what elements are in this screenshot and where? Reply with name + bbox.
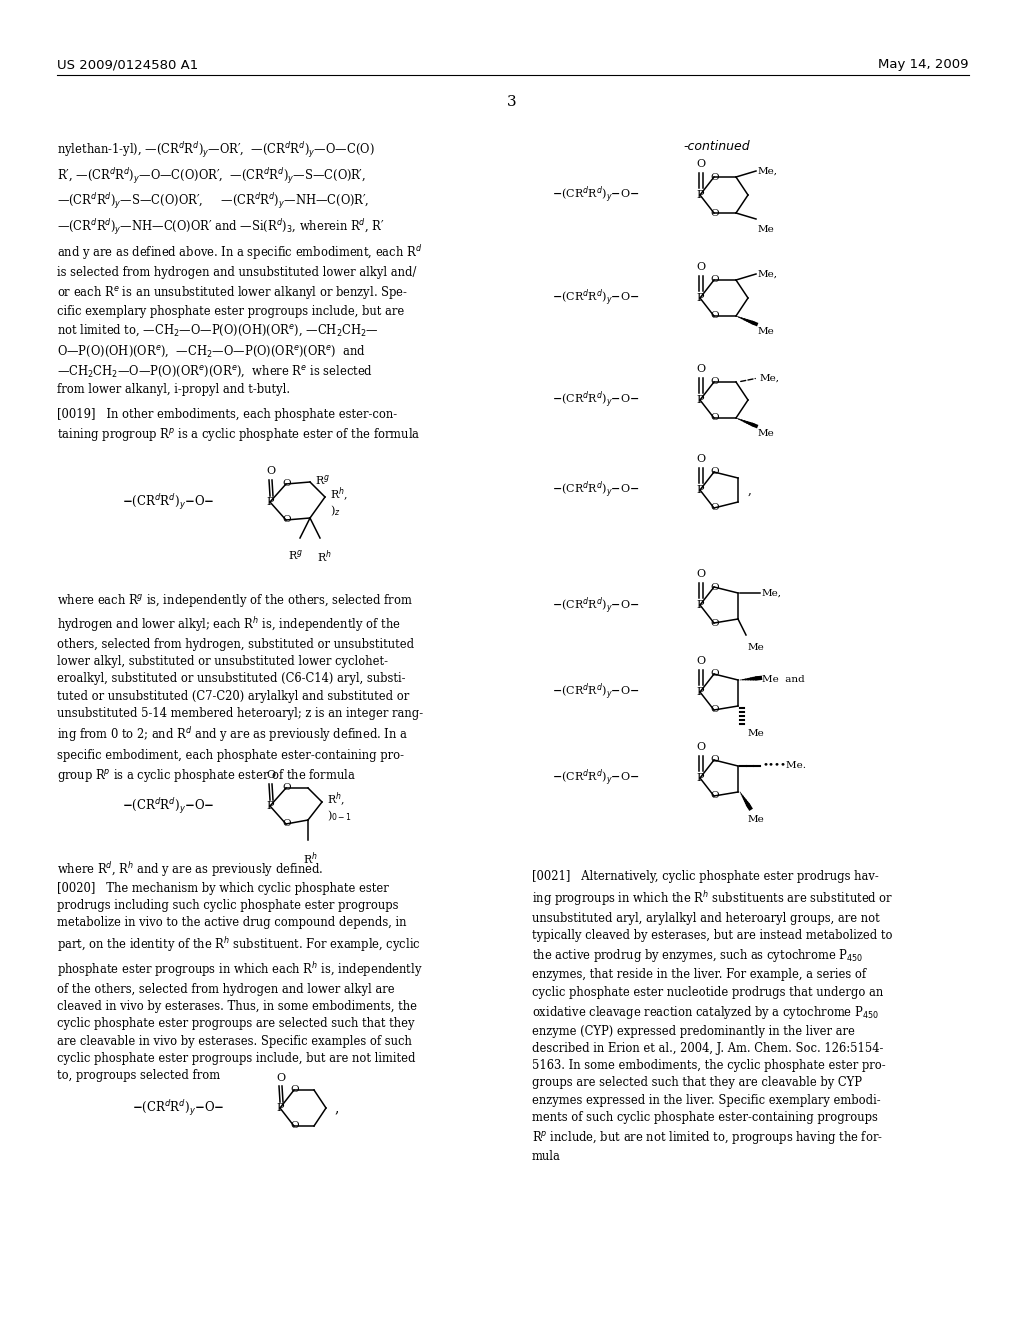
Text: Me: Me xyxy=(758,224,775,234)
Text: P: P xyxy=(696,686,703,697)
Text: O: O xyxy=(696,656,706,667)
Text: ••••Me.: ••••Me. xyxy=(762,762,806,771)
Text: Me: Me xyxy=(748,643,765,652)
Text: $\mathbf{-}$(CR$^d$R$^d$)$_y$$\mathbf{-}$O$\mathbf{-}$: $\mathbf{-}$(CR$^d$R$^d$)$_y$$\mathbf{-}… xyxy=(552,185,640,206)
Text: O: O xyxy=(283,820,291,829)
Text: R$^h$,: R$^h$, xyxy=(327,791,345,809)
Text: P: P xyxy=(696,395,703,405)
Text: O: O xyxy=(711,792,719,800)
Text: P: P xyxy=(696,293,703,304)
Text: where R$^d$, R$^h$ and y are as previously defined.: where R$^d$, R$^h$ and y are as previous… xyxy=(57,861,324,879)
Text: -continued: -continued xyxy=(684,140,751,153)
Text: [0019]   In other embodiments, each phosphate ester-con-
taining progroup R$^p$ : [0019] In other embodiments, each phosph… xyxy=(57,408,420,444)
Text: P: P xyxy=(276,1104,284,1113)
Text: O: O xyxy=(696,454,706,465)
Text: O: O xyxy=(711,378,719,387)
Text: )$_z$: )$_z$ xyxy=(330,504,341,519)
Text: O: O xyxy=(711,173,719,181)
Text: Me,: Me, xyxy=(762,589,782,598)
Text: $\mathbf{-}$(CR$^d$R$^d$)$_y$$\mathbf{-}$O$\mathbf{-}$: $\mathbf{-}$(CR$^d$R$^d$)$_y$$\mathbf{-}… xyxy=(552,479,640,500)
Text: May 14, 2009: May 14, 2009 xyxy=(879,58,969,71)
Text: O: O xyxy=(711,467,719,477)
Text: $\mathbf{-}$(CR$^d$R$^d$)$_y\mathbf{-}$O$\mathbf{-}$: $\mathbf{-}$(CR$^d$R$^d$)$_y\mathbf{-}$O… xyxy=(122,492,214,512)
Text: $\mathbf{-}$(CR$^d$R$^d$)$_y\mathbf{-}$O$\mathbf{-}$: $\mathbf{-}$(CR$^d$R$^d$)$_y\mathbf{-}$O… xyxy=(132,1098,224,1118)
Text: O: O xyxy=(711,312,719,321)
Text: [0021]   Alternatively, cyclic phosphate ester prodrugs hav-
ing progroups in wh: [0021] Alternatively, cyclic phosphate e… xyxy=(532,870,893,1163)
Text: O: O xyxy=(291,1085,299,1094)
Text: ,: , xyxy=(334,1101,338,1115)
Text: [0020]   The mechanism by which cyclic phosphate ester
prodrugs including such c: [0020] The mechanism by which cyclic pho… xyxy=(57,882,423,1082)
Text: O: O xyxy=(696,742,706,752)
Text: 3: 3 xyxy=(507,95,517,110)
Text: P: P xyxy=(696,601,703,610)
Text: P: P xyxy=(266,801,273,810)
Text: R$^g$: R$^g$ xyxy=(289,548,303,562)
Text: Me: Me xyxy=(758,327,775,337)
Text: Me: Me xyxy=(758,429,775,438)
Text: O: O xyxy=(696,158,706,169)
Text: O: O xyxy=(711,669,719,678)
Text: R$^g$: R$^g$ xyxy=(315,473,330,487)
Text: O: O xyxy=(711,619,719,627)
Text: where each R$^g$ is, independently of the others, selected from
hydrogen and low: where each R$^g$ is, independently of th… xyxy=(57,591,423,784)
Text: Me  and: Me and xyxy=(762,676,805,685)
Text: Me,: Me, xyxy=(758,269,778,279)
Text: O: O xyxy=(711,705,719,714)
Text: $\mathbf{-}$(CR$^d$R$^d$)$_y$$\mathbf{-}$O$\mathbf{-}$: $\mathbf{-}$(CR$^d$R$^d$)$_y$$\mathbf{-}… xyxy=(552,389,640,411)
Text: O: O xyxy=(696,569,706,579)
Text: O: O xyxy=(711,582,719,591)
Text: O: O xyxy=(696,261,706,272)
Text: R$^h$,: R$^h$, xyxy=(330,486,348,504)
Text: O: O xyxy=(266,770,275,780)
Text: O: O xyxy=(266,466,275,477)
Text: O: O xyxy=(711,276,719,285)
Text: O: O xyxy=(711,503,719,512)
Text: O: O xyxy=(711,755,719,764)
Text: $\mathbf{-}$(CR$^d$R$^d$)$_y$$\mathbf{-}$O$\mathbf{-}$: $\mathbf{-}$(CR$^d$R$^d$)$_y$$\mathbf{-}… xyxy=(552,288,640,309)
Text: O: O xyxy=(291,1122,299,1130)
Text: O: O xyxy=(283,784,291,792)
Text: $\mathbf{-}$(CR$^d$R$^d$)$_y$$\mathbf{-}$O$\mathbf{-}$: $\mathbf{-}$(CR$^d$R$^d$)$_y$$\mathbf{-}… xyxy=(552,681,640,702)
Text: $\mathbf{-}$(CR$^d$R$^d$)$_y\mathbf{-}$O$\mathbf{-}$: $\mathbf{-}$(CR$^d$R$^d$)$_y\mathbf{-}$O… xyxy=(122,796,214,816)
Text: R$^h$: R$^h$ xyxy=(316,548,332,565)
Text: P: P xyxy=(266,498,273,507)
Text: Me: Me xyxy=(748,730,765,738)
Text: US 2009/0124580 A1: US 2009/0124580 A1 xyxy=(57,58,199,71)
Text: P: P xyxy=(696,190,703,201)
Text: $\mathbf{-}$(CR$^d$R$^d$)$_y$$\mathbf{-}$O$\mathbf{-}$: $\mathbf{-}$(CR$^d$R$^d$)$_y$$\mathbf{-}… xyxy=(552,767,640,788)
Text: O: O xyxy=(711,413,719,422)
Text: O: O xyxy=(283,516,291,524)
Text: )$_{0-1}$: )$_{0-1}$ xyxy=(327,809,352,824)
Text: O: O xyxy=(696,364,706,374)
Text: Me: Me xyxy=(748,816,765,825)
Text: O: O xyxy=(711,209,719,218)
Text: R$^h$: R$^h$ xyxy=(302,850,317,867)
Text: P: P xyxy=(696,774,703,783)
Text: ,: , xyxy=(748,483,752,496)
Text: Me,: Me, xyxy=(760,374,780,383)
Text: nylethan-1-yl), —(CR$^d$R$^d$)$_y$—OR′,  —(CR$^d$R$^d$)$_y$—O—C(O)
R′, —(CR$^d$R: nylethan-1-yl), —(CR$^d$R$^d$)$_y$—OR′, … xyxy=(57,140,422,396)
Text: O: O xyxy=(283,479,291,488)
Text: Me,: Me, xyxy=(758,166,778,176)
Text: $\mathbf{-}$(CR$^d$R$^d$)$_y$$\mathbf{-}$O$\mathbf{-}$: $\mathbf{-}$(CR$^d$R$^d$)$_y$$\mathbf{-}… xyxy=(552,594,640,615)
Text: P: P xyxy=(696,484,703,495)
Text: O: O xyxy=(276,1073,286,1082)
